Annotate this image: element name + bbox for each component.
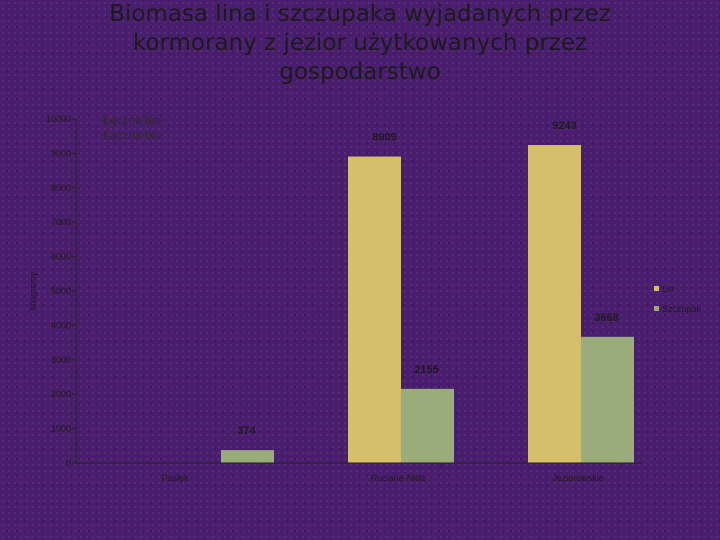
page-title: Biomasa lina i szczupaka wyjadanych prze… bbox=[109, 1, 611, 85]
y-tick-label: 5000 bbox=[51, 286, 71, 296]
y-tick-label: 0 bbox=[66, 458, 71, 468]
y-tick-label: 9000 bbox=[51, 148, 71, 158]
legend-swatch-szczupak bbox=[654, 306, 659, 311]
x-tick-label: Ruciane-Nida bbox=[371, 473, 426, 483]
legend: Lin Szczupak bbox=[654, 284, 702, 314]
bar-szczupak bbox=[401, 388, 454, 463]
y-tick-label: 7000 bbox=[51, 217, 71, 227]
chart-annotation: Łączna bio bbox=[103, 128, 161, 142]
y-tick-label: 1000 bbox=[51, 424, 71, 434]
chart-annotation: Łączna bio bbox=[103, 113, 161, 127]
data-label: 2155 bbox=[414, 364, 438, 376]
data-label: 374 bbox=[237, 425, 256, 437]
data-label: 9243 bbox=[552, 120, 576, 132]
y-tick-label: 10000 bbox=[46, 114, 71, 124]
y-axis-label: kilogramy bbox=[28, 271, 38, 310]
data-label: 3668 bbox=[594, 312, 618, 324]
axis-group: 0 1000 2000 3000 4000 5000 6000 7000 8000 9000 100… bbox=[28, 114, 642, 483]
bar-szczupak bbox=[221, 450, 274, 463]
legend-swatch-lin bbox=[654, 286, 659, 291]
data-labels-group: 8909 9243 374 2155 3668 bbox=[237, 120, 618, 437]
bar-lin bbox=[348, 156, 401, 463]
bars-group bbox=[221, 145, 634, 463]
data-label: 8909 bbox=[372, 132, 396, 144]
bar-szczupak bbox=[581, 336, 634, 463]
y-tick-label: 3000 bbox=[51, 355, 71, 365]
y-tick-label: 6000 bbox=[51, 252, 71, 262]
bar-lin bbox=[528, 145, 581, 463]
y-tick-label: 2000 bbox=[51, 389, 71, 399]
y-tick-label: 8000 bbox=[51, 183, 71, 193]
x-tick-label: Pasłęk bbox=[161, 473, 189, 483]
legend-label-szczupak: Szczupak bbox=[662, 304, 702, 314]
y-tick-label: 4000 bbox=[51, 320, 71, 330]
legend-label-lin: Lin bbox=[662, 284, 674, 294]
x-tick-label: Jeziorowskie bbox=[552, 473, 604, 483]
